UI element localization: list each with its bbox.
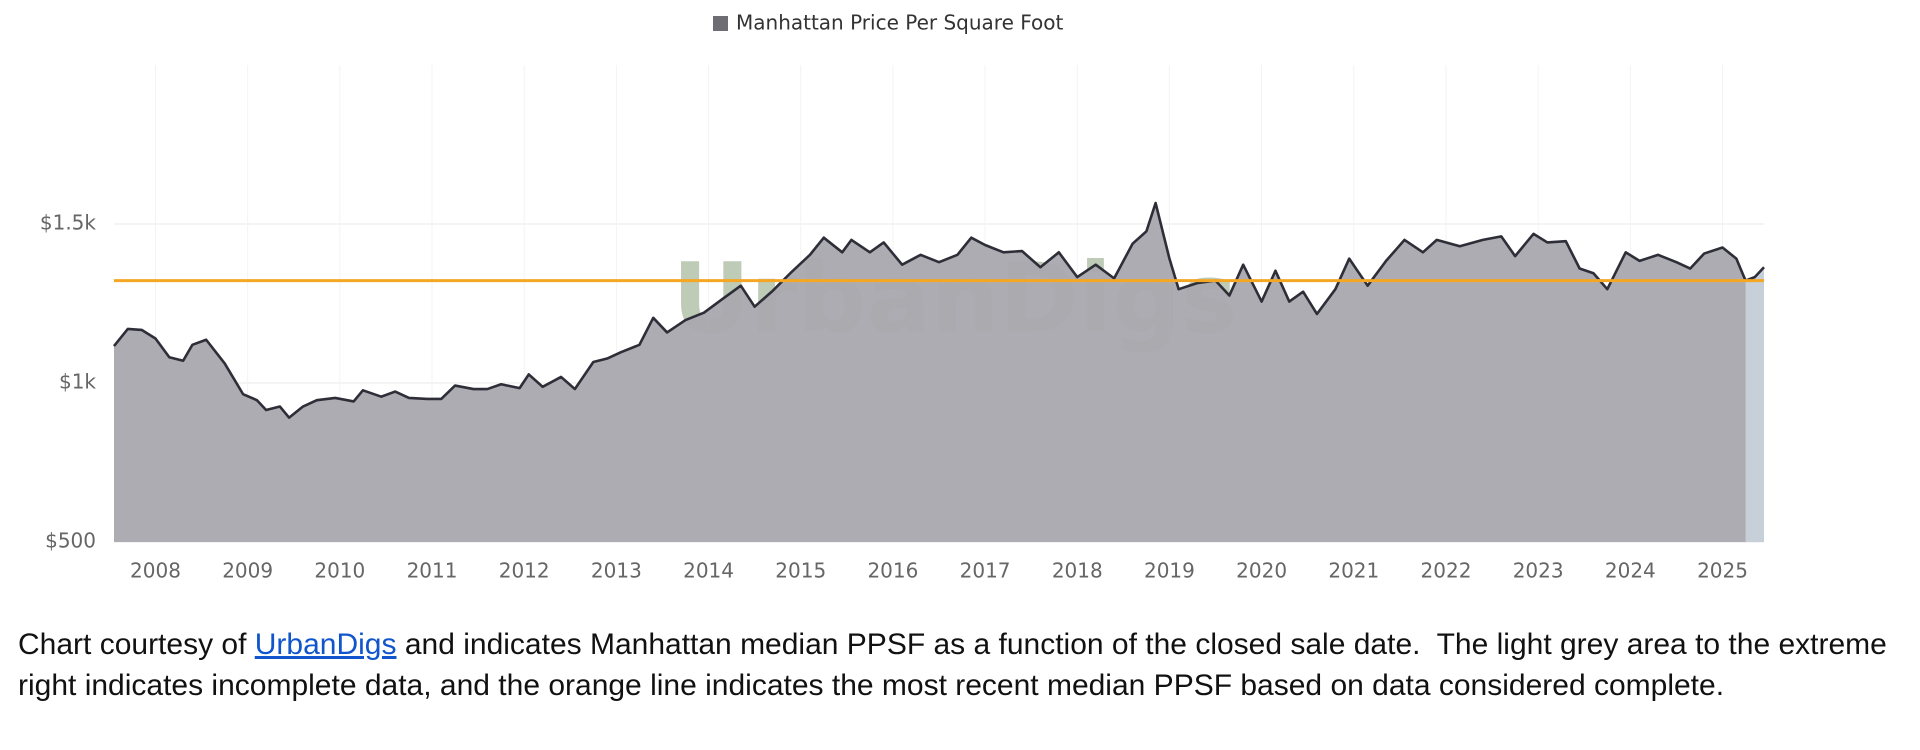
caption-link[interactable]: UrbanDigs [254,628,397,661]
area [114,203,1764,542]
y-tick-label: $500 [45,529,96,553]
x-tick-label: 2012 [499,559,550,583]
x-tick-label: 2013 [591,559,642,583]
y-tick-label: $1.5k [40,211,97,235]
x-tick-label: 2020 [1236,559,1287,583]
chart: Manhattan Price Per Square Foot UrbanDig… [40,11,1765,583]
x-tick-label: 2010 [314,559,365,583]
x-tick-label: 2016 [867,559,918,583]
incomplete-region [1745,203,1764,542]
caption: Chart courtesy of UrbanDigs and indicate… [18,624,1913,706]
x-tick-label: 2024 [1605,559,1656,583]
x-tick-label: 2009 [222,559,273,583]
legend-label: Manhattan Price Per Square Foot [736,11,1064,35]
x-tick-label: 2017 [960,559,1011,583]
x-tick-label: 2015 [775,559,826,583]
x-tick-label: 2025 [1697,559,1748,583]
x-tick-label: 2023 [1513,559,1564,583]
x-tick-label: 2019 [1144,559,1195,583]
legend-swatch [713,16,728,31]
x-tick-label: 2022 [1421,559,1472,583]
caption-text: Chart courtesy of [18,628,255,661]
x-tick-label: 2008 [130,559,181,583]
x-tick-label: 2018 [1052,559,1103,583]
line [112,201,1765,419]
x-tick-label: 2021 [1328,559,1379,583]
x-tick-label: 2014 [683,559,734,583]
caption-text: and indicates Manhattan median PPSF as a… [18,628,1896,702]
x-tick-label: 2011 [407,559,458,583]
y-tick-label: $1k [59,370,96,394]
